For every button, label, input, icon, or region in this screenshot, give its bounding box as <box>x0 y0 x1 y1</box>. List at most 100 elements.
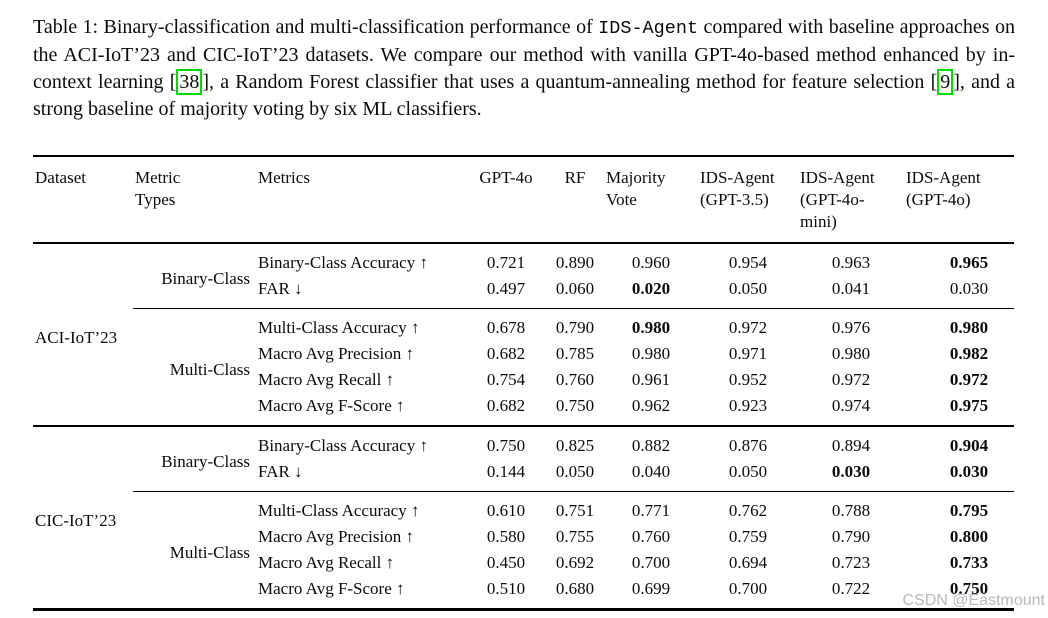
column-header-ids-agent-gpt4o: IDS-Agent (GPT-4o) <box>904 156 1014 244</box>
value-cell: 0.760 <box>631 527 671 546</box>
value-cell: 0.788 <box>798 491 904 524</box>
table-row: Multi-Class Multi-Class Accuracy ↑ 0.678 0.… <box>33 308 1014 426</box>
value-cell: 0.795 <box>904 491 1014 524</box>
value-cell: 0.965 <box>949 253 989 272</box>
value-cell: 0.962 <box>631 396 671 415</box>
column-header-line: GPT-4o <box>479 168 533 187</box>
value-cell: 0.750 <box>949 579 989 598</box>
value-cell: 0.971 <box>728 344 768 363</box>
caption-text: Table 1: Binary-classification and multi… <box>33 16 599 38</box>
column-header-metrics: Metrics <box>256 156 466 244</box>
table-row: ACI-IoT’23 Binary-Class Binary-Class Accur… <box>33 243 1014 347</box>
value-cell: 0.762 <box>698 491 798 524</box>
metric-type-label: Binary-Class <box>133 425 256 492</box>
caption-text: [ <box>169 71 177 93</box>
column-header-line: (GPT-4o- <box>800 190 865 209</box>
value-cell: 0.882 <box>604 425 698 459</box>
metric-name: FAR ↓ <box>258 279 303 298</box>
citation-ref[interactable]: 38 <box>176 69 203 95</box>
column-header-line: RF <box>564 168 586 187</box>
value-cell: 0.497 <box>486 279 526 298</box>
table-row: FAR ↓ 0.144 0.050 0.040 0.050 0.030 0.030 <box>33 459 1014 492</box>
value-cell: 0.980 <box>904 308 1014 341</box>
value-cell: 0.580 <box>486 527 526 546</box>
value-cell: 0.699 <box>631 579 671 598</box>
value-cell: 0.904 <box>904 425 1014 459</box>
table-row: Macro Avg Recall ↑ 0.450 0.692 0.700 0.694 0.… <box>33 550 1014 576</box>
ids-agent-name: IDS-Agent <box>598 18 699 39</box>
value-cell: 0.680 <box>555 579 595 598</box>
value-cell: 0.751 <box>546 491 604 524</box>
value-cell: 0.755 <box>555 527 595 546</box>
value-cell: 0.678 <box>466 308 546 341</box>
value-cell: 0.722 <box>831 579 871 598</box>
dataset-label: ACI-IoT’23 <box>35 327 118 347</box>
watermark: CSDN @Eastmount <box>902 592 1045 609</box>
column-header-line: Majority <box>606 168 666 187</box>
table-row: CIC-IoT’23 Binary-Class Binary-Class Accur… <box>33 425 1014 610</box>
value-cell: 0.894 <box>798 425 904 459</box>
value-cell: 0.890 <box>555 253 595 272</box>
value-cell: 0.982 <box>949 344 989 363</box>
value-cell: 0.771 <box>604 491 698 524</box>
metric-name: Macro Avg F-Score ↑ <box>258 396 405 415</box>
value-cell: 0.030 <box>831 462 871 481</box>
value-cell: 0.825 <box>546 425 604 459</box>
value-cell: 0.980 <box>604 308 698 341</box>
value-cell: 0.790 <box>546 308 604 341</box>
value-cell: 0.050 <box>555 462 595 481</box>
value-cell: 0.980 <box>631 344 671 363</box>
metric-name: Binary-Class Accuracy ↑ <box>258 253 428 272</box>
value-cell: 0.510 <box>486 579 526 598</box>
metric-name: FAR ↓ <box>258 462 303 481</box>
value-cell: 0.030 <box>949 462 989 481</box>
value-cell: 0.972 <box>949 370 989 389</box>
table-caption: Table 1: Binary-classification and multi… <box>33 14 1015 123</box>
value-cell: 0.952 <box>728 370 768 389</box>
value-cell: 0.876 <box>698 425 798 459</box>
value-cell: 0.060 <box>555 279 595 298</box>
value-cell: 0.030 <box>949 279 989 298</box>
value-cell: 0.961 <box>631 370 671 389</box>
value-cell: 0.980 <box>831 344 871 363</box>
value-cell: 0.050 <box>728 462 768 481</box>
value-cell: 0.975 <box>949 396 989 415</box>
value-cell: 0.960 <box>631 253 671 272</box>
value-cell: 0.750 <box>466 425 546 459</box>
table-row: FAR ↓ 0.497 0.060 0.020 0.050 0.041 0.030 <box>33 276 1014 309</box>
value-cell: 0.682 <box>486 344 526 363</box>
table-row: Macro Avg Precision ↑ 0.682 0.785 0.980 0.97… <box>33 341 1014 367</box>
value-cell: 0.682 <box>486 396 526 415</box>
column-header-line: mini) <box>800 212 837 231</box>
value-cell: 0.785 <box>555 344 595 363</box>
metric-type-label: Binary-Class <box>161 269 250 288</box>
value-cell: 0.050 <box>728 279 768 298</box>
table-row: Macro Avg F-Score ↑ 0.682 0.750 0.962 0.923 0… <box>33 393 1014 426</box>
value-cell: 0.972 <box>831 370 871 389</box>
metric-name: Macro Avg Precision ↑ <box>258 527 414 546</box>
value-cell: 0.700 <box>728 579 768 598</box>
value-cell: 0.976 <box>798 308 904 341</box>
value-cell: 0.450 <box>486 553 526 572</box>
value-cell: 0.692 <box>555 553 595 572</box>
metric-name: Macro Avg Precision ↑ <box>258 344 414 363</box>
citation-ref[interactable]: 9 <box>937 69 954 95</box>
column-header-line: IDS-Agent <box>906 168 981 187</box>
results-table: Dataset Metric Types Metrics GPT-4o RF Ma… <box>33 155 1014 611</box>
value-cell: 0.759 <box>728 527 768 546</box>
column-header-ids-agent-gpt4o-mini: IDS-Agent (GPT-4o-mini) <box>798 156 904 244</box>
column-header-line: Metrics <box>258 168 310 187</box>
column-header-majority-vote: Majority Vote <box>604 156 698 244</box>
value-cell: 0.800 <box>949 527 989 546</box>
column-header-rf: RF <box>546 156 604 244</box>
value-cell: 0.733 <box>949 553 989 572</box>
dataset-label: CIC-IoT’23 <box>33 425 133 610</box>
column-header-ids-agent-gpt35: IDS-Agent (GPT-3.5) <box>698 156 798 244</box>
column-header-line: IDS-Agent <box>800 168 875 187</box>
caption-text: compared with baseline approaches on the… <box>33 16 1015 93</box>
table-row: Multi-Class Multi-Class Accuracy ↑ 0.610 0.… <box>33 491 1014 610</box>
value-cell: 0.963 <box>831 253 871 272</box>
metric-name: Multi-Class Accuracy ↑ <box>256 491 466 524</box>
metric-name: Multi-Class Accuracy ↑ <box>256 308 466 341</box>
value-cell: 0.954 <box>728 253 768 272</box>
